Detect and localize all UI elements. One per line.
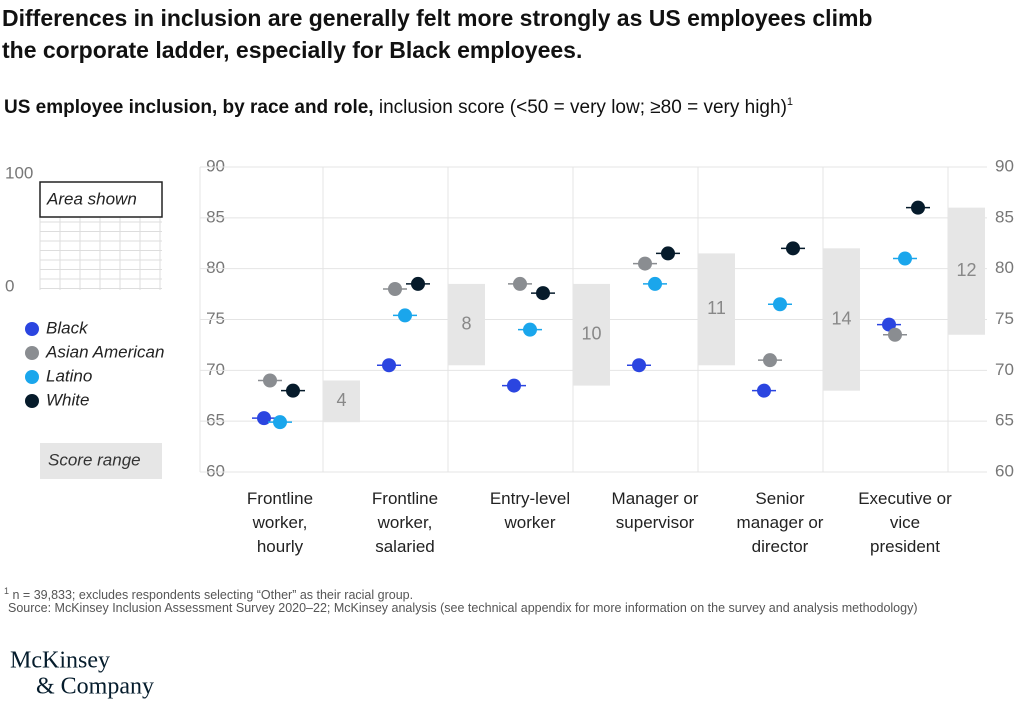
y-tick-label: 70 [206, 360, 225, 379]
dot [286, 383, 300, 398]
range-bar [948, 207, 985, 335]
legend-label: Asian American [45, 342, 164, 361]
legend-label: White [46, 390, 89, 409]
y2-tick-label: 65 [995, 411, 1014, 430]
range-bar [573, 283, 610, 386]
y-tick-label: 85 [206, 207, 225, 226]
inset-tick-label: 0 [5, 276, 14, 295]
range-label: 4 [336, 390, 346, 410]
legend-swatch [25, 394, 39, 408]
footnote-text: n = 39,833; excludes respondents selecti… [12, 588, 414, 603]
x-tick-label: Senior manager or director [736, 489, 824, 556]
logo: McKinsey [10, 648, 110, 674]
y2-tick-label: 80 [995, 258, 1014, 277]
dot [536, 286, 550, 301]
y2-tick-label: 75 [995, 309, 1014, 328]
range-bar [823, 248, 860, 391]
dot [888, 327, 902, 342]
logo: & Company [36, 674, 154, 700]
dot [632, 358, 646, 373]
legend-range-swatch [40, 443, 162, 479]
footnote: 1 n = 39,833; excludes respondents selec… [4, 583, 954, 603]
subtitle-text: inclusion score (<50 = very low; ≥80 = v… [379, 97, 787, 118]
chart-subtitle: US employee inclusion, by race and role,… [4, 96, 793, 118]
x-tick-label: Frontline worker, hourly [246, 489, 314, 556]
dot [382, 358, 396, 373]
range-label: 8 [461, 313, 471, 333]
dot [507, 378, 521, 393]
footnote-mark: 1 [4, 586, 10, 596]
title-line: Differences in inclusion are generally f… [2, 5, 872, 31]
y2-tick-label: 70 [995, 360, 1014, 379]
range-bar [698, 253, 735, 366]
range-label: 10 [581, 324, 601, 344]
dot [388, 282, 402, 296]
y2-tick-label: 85 [995, 207, 1014, 226]
range-label: 12 [956, 260, 976, 280]
dot [882, 317, 896, 332]
dot [757, 383, 771, 398]
x-tick-label: Manager or supervisor [611, 489, 699, 532]
dot [398, 308, 412, 323]
dot [513, 276, 527, 291]
y-tick-label: 65 [206, 411, 225, 430]
inset-label: Area shown [46, 189, 137, 208]
range-label: 11 [707, 298, 726, 318]
range-label: 14 [831, 308, 851, 328]
y2-tick-label: 90 [995, 156, 1014, 175]
dot [898, 251, 912, 266]
y-tick-label: 60 [206, 461, 225, 480]
x-tick-label: Frontline worker, salaried [371, 489, 439, 556]
legend-label: Latino [46, 366, 92, 385]
title-line: the corporate ladder, especially for Bla… [2, 37, 582, 63]
inset-area-box [39, 181, 163, 218]
chart-title: Differences in inclusion are generally f… [2, 5, 872, 63]
range-bar [323, 380, 360, 423]
y-tick-label: 75 [206, 309, 225, 328]
dot [263, 373, 277, 388]
x-tick-label: Entry-level worker [489, 489, 571, 532]
dot [523, 322, 537, 337]
subtitle-bold: US employee inclusion, by race and role, [4, 97, 374, 118]
legend-swatch [25, 370, 39, 384]
legend-swatch [25, 322, 39, 336]
dot [763, 353, 777, 368]
dot [638, 256, 652, 271]
y-tick-label: 80 [206, 258, 225, 277]
dot [273, 415, 287, 430]
subtitle-note: 1 [787, 96, 793, 108]
dot [411, 276, 425, 291]
y-tick-label: 90 [206, 156, 225, 175]
legend-label: Black [46, 318, 89, 337]
legend-label: Score range [48, 450, 141, 469]
inset-tick-label: 100 [5, 163, 33, 182]
legend-swatch [25, 346, 39, 360]
x-tick-label: Executive or vice president [858, 489, 952, 556]
source: Source: McKinsey Inclusion Assessment Su… [8, 601, 918, 615]
dot [661, 246, 675, 261]
y2-tick-label: 60 [995, 461, 1014, 480]
dot [773, 297, 787, 312]
dot [786, 241, 800, 256]
dot [257, 411, 271, 426]
dot [911, 200, 925, 215]
dot [648, 276, 662, 291]
range-bar [448, 283, 485, 366]
